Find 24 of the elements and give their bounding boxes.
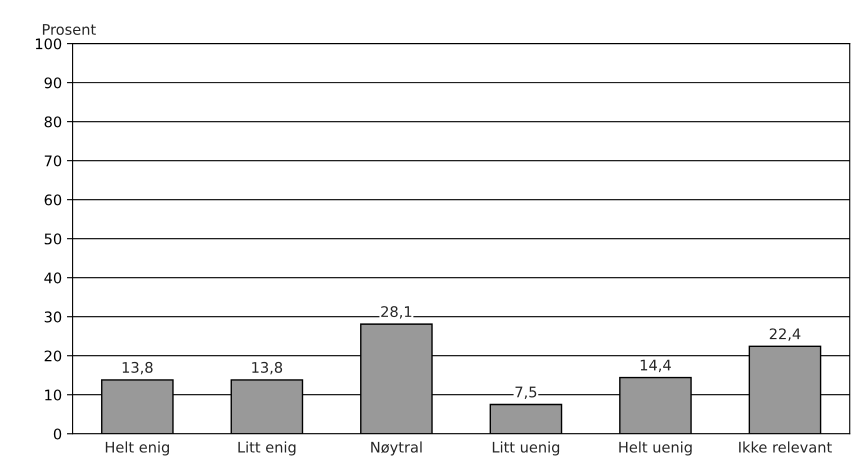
data-label: 14,4 [640,360,671,372]
x-tick-label: Ikke relevant [739,441,832,453]
y-tick-label: 0 [54,428,62,440]
y-tick-label: 100 [36,38,62,50]
x-tick-label: Helt enig [106,441,169,456]
y-tick-label: 20 [44,350,62,362]
y-tick-label: 10 [45,389,62,400]
y-axis-title: Prosent [42,24,96,35]
y-tick-label: 50 [44,233,62,244]
x-tick-label: Litt uenig [492,441,560,456]
data-label: 7,5 [516,386,536,399]
x-tick-label: Litt enig [238,441,296,456]
y-tick-label: 30 [44,311,62,322]
data-label: 13,8 [122,362,153,374]
data-label: 28,1 [381,306,412,319]
y-tick-label: 40 [44,272,62,284]
y-tick-label: 70 [44,155,62,166]
x-tick-label: Helt uenig [619,441,692,456]
y-tick-label: 80 [44,116,62,128]
x-tick-label: Nøytral [371,441,422,456]
data-label: 13,8 [252,362,282,374]
y-tick-label: 90 [44,77,62,88]
data-label: 22,4 [770,328,800,341]
y-tick-label: 60 [44,194,62,206]
